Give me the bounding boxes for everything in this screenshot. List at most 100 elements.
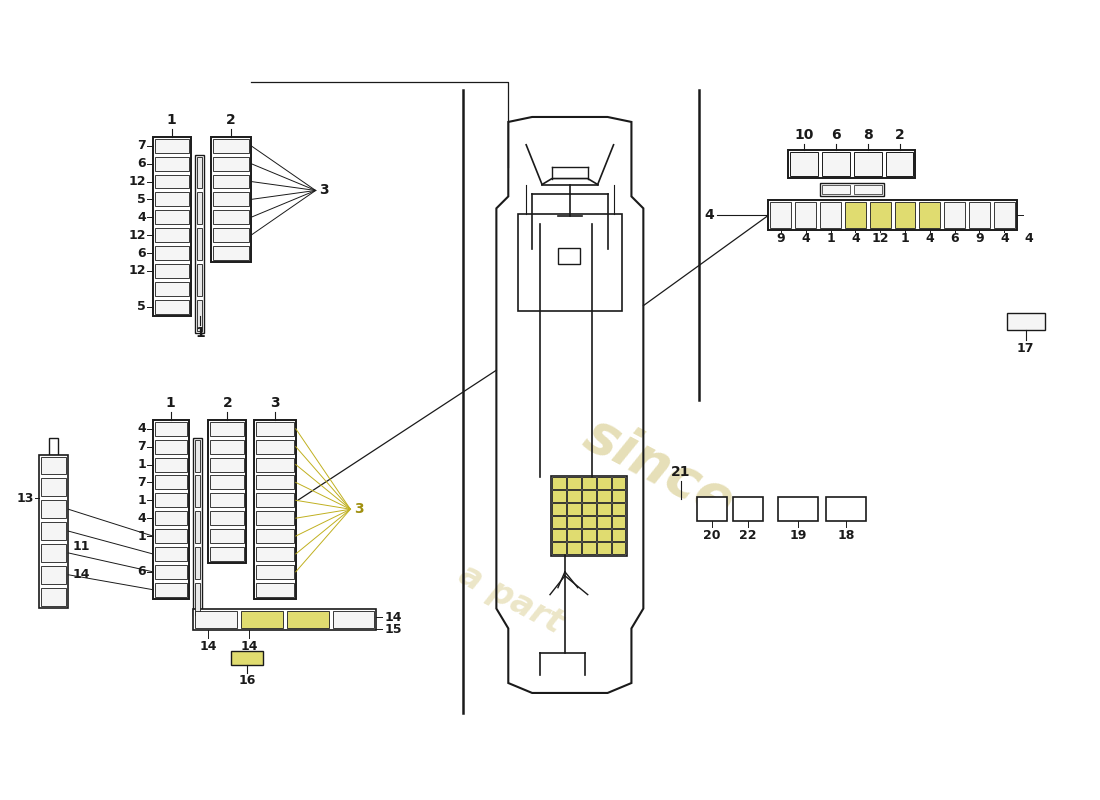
Text: 1: 1 [826,232,835,245]
Bar [845,202,866,228]
Bar [697,498,727,521]
Bar [210,475,244,490]
Bar [790,152,818,175]
Bar [256,440,294,454]
Text: 7: 7 [138,139,146,152]
Bar [213,139,249,153]
Text: 2: 2 [227,113,236,127]
Text: 22: 22 [739,529,757,542]
Bar [582,529,596,541]
Bar [582,503,596,515]
Bar [566,478,581,490]
Bar [210,511,244,525]
Bar [241,610,283,629]
Text: 11: 11 [73,540,90,553]
Bar [153,420,188,598]
Bar [582,542,596,554]
Text: 12: 12 [871,232,889,245]
Bar [332,610,374,629]
Text: 9: 9 [976,232,983,245]
Bar [582,478,596,490]
Bar [155,582,187,597]
Text: 3: 3 [354,502,364,516]
Bar [256,475,294,490]
Text: 2: 2 [894,128,904,142]
Bar [894,202,915,228]
Bar [155,193,188,206]
Bar [558,248,580,264]
Text: 1: 1 [138,458,146,471]
Bar [198,193,202,224]
Bar [256,511,294,525]
Bar [198,157,202,189]
Bar [552,478,565,490]
Text: 15: 15 [384,623,402,636]
Bar [552,542,565,554]
Bar [155,422,187,436]
Bar [256,458,294,471]
Bar [254,420,296,598]
Bar [196,475,200,507]
Bar [551,477,627,556]
Text: 7: 7 [138,476,146,489]
Bar [41,500,66,518]
Bar [518,214,622,310]
Bar [596,490,611,502]
Bar [552,529,565,541]
Bar [155,440,187,454]
Text: 6: 6 [138,157,146,170]
Text: 7: 7 [138,440,146,453]
Bar [213,228,249,242]
Bar [612,529,626,541]
Bar [155,458,187,471]
Bar [256,565,294,578]
Bar [596,542,611,554]
Bar [41,588,66,606]
Bar [231,651,263,665]
Bar [256,582,294,597]
Bar [39,454,68,607]
Bar [155,246,188,260]
Text: 1: 1 [138,530,146,542]
Bar [213,174,249,189]
Bar [596,478,611,490]
Text: 14: 14 [384,611,402,624]
Text: 4: 4 [138,210,146,224]
Text: 13: 13 [16,492,34,505]
Bar [210,422,244,436]
Text: 16: 16 [239,674,256,687]
Text: 4: 4 [704,208,714,222]
Bar [870,202,891,228]
Bar [994,202,1014,228]
Bar [566,529,581,541]
Bar [256,494,294,507]
Bar [48,438,58,454]
Bar [41,457,66,474]
Bar [155,139,188,153]
Text: 21: 21 [671,466,691,479]
Bar [854,185,882,194]
Bar [213,246,249,260]
Bar [552,503,565,515]
Text: 5: 5 [138,300,146,313]
Bar [155,174,188,189]
Bar [1006,313,1045,330]
Bar [194,438,202,617]
Text: 1: 1 [166,396,176,410]
Bar [41,522,66,540]
Text: 14: 14 [241,640,257,654]
Bar [155,157,188,170]
Text: 6: 6 [138,246,146,259]
Bar [213,210,249,224]
Bar [779,498,818,521]
Text: 8: 8 [862,128,872,142]
Bar [596,529,611,541]
Text: 17: 17 [1016,342,1034,355]
Text: 5: 5 [138,193,146,206]
Bar [795,202,816,228]
Bar [256,422,294,436]
Text: 9: 9 [777,232,785,245]
Bar [821,202,842,228]
Text: 6: 6 [138,566,146,578]
Text: 6: 6 [832,128,840,142]
